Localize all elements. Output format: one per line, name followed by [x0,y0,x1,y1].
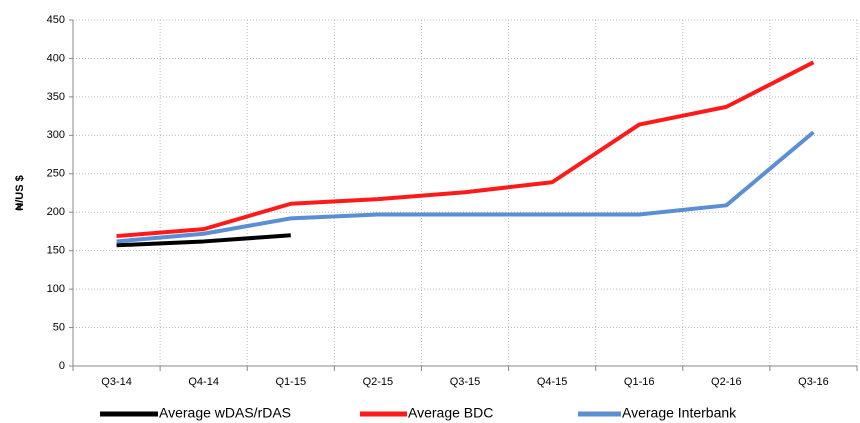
y-axis-label: ₦/US $ [14,175,26,210]
y-tick-label: 350 [47,91,65,103]
series-line [116,60,815,239]
x-tick-label: Q2-16 [711,376,742,388]
y-tick-label: 250 [47,168,65,180]
y-tick-label: 400 [47,52,65,64]
x-tick-label: Q1-15 [275,376,306,388]
legend-label: Average BDC [408,405,493,421]
y-tick-label: 100 [47,283,65,295]
x-tick-label: Q3-15 [450,376,481,388]
legend-label: Average Interbank [622,405,737,421]
x-tick-label: Q1-16 [624,376,655,388]
x-tick-label: Q3-14 [101,376,132,388]
y-tick-label: 300 [47,129,65,141]
series-line [116,130,815,244]
y-tick-label: 450 [47,14,65,26]
series-line [116,233,291,248]
legend-label: Average wDAS/rDAS [159,405,291,421]
y-tick-label: 200 [47,206,65,218]
x-tick-label: Q4-14 [188,376,219,388]
y-tick-label: 50 [53,321,65,333]
x-tick-label: Q3-16 [798,376,829,388]
y-tick-label: 150 [47,245,65,257]
x-tick-label: Q4-15 [537,376,568,388]
x-tick-label: Q2-15 [363,376,394,388]
y-tick-label: 0 [59,360,65,372]
